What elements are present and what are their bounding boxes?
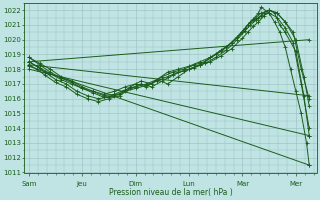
X-axis label: Pression niveau de la mer( hPa ): Pression niveau de la mer( hPa ) [108, 188, 232, 197]
